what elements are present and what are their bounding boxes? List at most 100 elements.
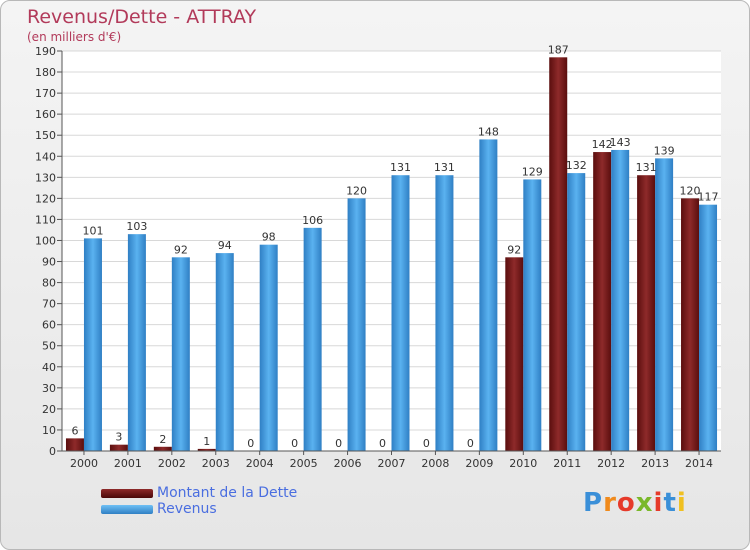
logo-letter: i — [676, 488, 687, 518]
y-tick-label: 20 — [42, 403, 56, 416]
x-tick-label: 2003 — [202, 457, 230, 470]
y-tick-label: 90 — [42, 256, 56, 269]
x-tick-label: 2006 — [334, 457, 362, 470]
y-tick-label: 100 — [35, 234, 56, 247]
bar-debt — [549, 57, 568, 451]
bar-revenus — [303, 227, 322, 451]
proxiti-logo: Proxiti — [583, 488, 687, 518]
data-label-debt: 0 — [423, 437, 430, 450]
legend-swatch-revenus — [101, 505, 153, 514]
logo-letter: i — [653, 488, 664, 518]
y-tick-label: 50 — [42, 340, 56, 353]
data-label-revenus: 131 — [434, 161, 455, 174]
bar-debt — [153, 446, 172, 451]
bar-revenus — [699, 204, 718, 451]
bar-debt — [637, 175, 656, 452]
x-tick-label: 2011 — [553, 457, 581, 470]
data-label-debt: 1 — [203, 435, 210, 448]
logo-letter: r — [603, 488, 617, 518]
x-tick-label: 2014 — [685, 457, 713, 470]
bar-revenus — [83, 238, 102, 451]
legend-item-debt: Montant de la Dette — [101, 485, 361, 502]
data-label-debt: 0 — [379, 437, 386, 450]
y-tick-label: 110 — [35, 213, 56, 226]
bar-revenus — [435, 175, 454, 452]
x-tick-label: 2002 — [158, 457, 186, 470]
data-label-debt: 0 — [335, 437, 342, 450]
x-tick-label: 2010 — [509, 457, 537, 470]
data-label-revenus: 132 — [566, 159, 587, 172]
data-label-debt: 120 — [680, 184, 701, 197]
x-tick-label: 2007 — [378, 457, 406, 470]
y-tick-label: 130 — [35, 171, 56, 184]
y-tick-label: 70 — [42, 298, 56, 311]
x-tick-label: 2004 — [246, 457, 274, 470]
logo-letter: t — [663, 488, 677, 518]
y-tick-label: 150 — [35, 129, 56, 142]
data-label-debt: 187 — [548, 43, 569, 56]
y-tick-label: 10 — [42, 424, 56, 437]
y-tick-label: 80 — [42, 277, 56, 290]
bar-revenus — [171, 257, 190, 451]
bar-revenus — [479, 139, 498, 451]
data-label-revenus: 139 — [654, 144, 675, 157]
data-label-debt: 0 — [247, 437, 254, 450]
data-label-debt: 131 — [636, 161, 657, 174]
data-label-revenus: 106 — [302, 214, 323, 227]
bar-debt — [593, 152, 612, 452]
bar-debt — [109, 444, 128, 451]
data-label-revenus: 131 — [390, 161, 411, 174]
x-tick-label: 2000 — [70, 457, 98, 470]
bar-debt — [681, 198, 700, 451]
y-tick-label: 40 — [42, 361, 56, 374]
data-label-debt: 2 — [159, 433, 166, 446]
data-label-revenus: 101 — [82, 224, 103, 237]
legend-label-revenus: Revenus — [157, 501, 217, 517]
bar-debt — [65, 438, 84, 451]
data-label-debt: 0 — [467, 437, 474, 450]
y-tick-label: 140 — [35, 150, 56, 163]
x-tick-label: 2005 — [290, 457, 318, 470]
chart-legend: Montant de la Dette Revenus — [101, 485, 361, 518]
y-tick-label: 0 — [49, 445, 56, 458]
data-label-debt: 3 — [115, 431, 122, 444]
y-tick-label: 180 — [35, 66, 56, 79]
y-tick-label: 120 — [35, 192, 56, 205]
data-label-revenus: 94 — [218, 239, 232, 252]
bar-revenus — [127, 234, 146, 451]
chart-title: Revenus/Dette - ATTRAY — [27, 6, 257, 28]
y-tick-label: 170 — [35, 87, 56, 100]
data-label-debt: 92 — [507, 243, 521, 256]
logo-letter: o — [616, 488, 636, 518]
logo-letter: x — [635, 488, 654, 518]
y-tick-label: 190 — [35, 45, 56, 58]
data-label-debt: 142 — [592, 138, 613, 151]
x-tick-label: 2012 — [597, 457, 625, 470]
y-tick-label: 60 — [42, 319, 56, 332]
data-label-debt: 6 — [71, 424, 78, 437]
chart-subtitle: (en milliers d'€) — [27, 30, 122, 44]
bar-revenus — [347, 198, 366, 451]
x-tick-label: 2009 — [465, 457, 493, 470]
bar-revenus — [523, 179, 542, 451]
logo-letter: P — [583, 488, 604, 518]
legend-swatch-debt — [101, 489, 153, 498]
bar-revenus — [611, 149, 630, 451]
bar-revenus — [259, 244, 278, 451]
y-tick-label: 30 — [42, 382, 56, 395]
data-label-revenus: 117 — [698, 191, 719, 204]
legend-item-revenus: Revenus — [101, 501, 361, 518]
bar-revenus — [655, 158, 674, 452]
bar-debt — [505, 257, 524, 451]
data-label-revenus: 98 — [262, 231, 276, 244]
data-label-revenus: 129 — [522, 165, 543, 178]
x-tick-label: 2001 — [114, 457, 142, 470]
bar-revenus — [391, 175, 410, 452]
bar-debt — [197, 448, 216, 451]
data-label-debt: 0 — [291, 437, 298, 450]
data-label-revenus: 92 — [174, 243, 188, 256]
y-tick-label: 160 — [35, 108, 56, 121]
data-label-revenus: 120 — [346, 184, 367, 197]
